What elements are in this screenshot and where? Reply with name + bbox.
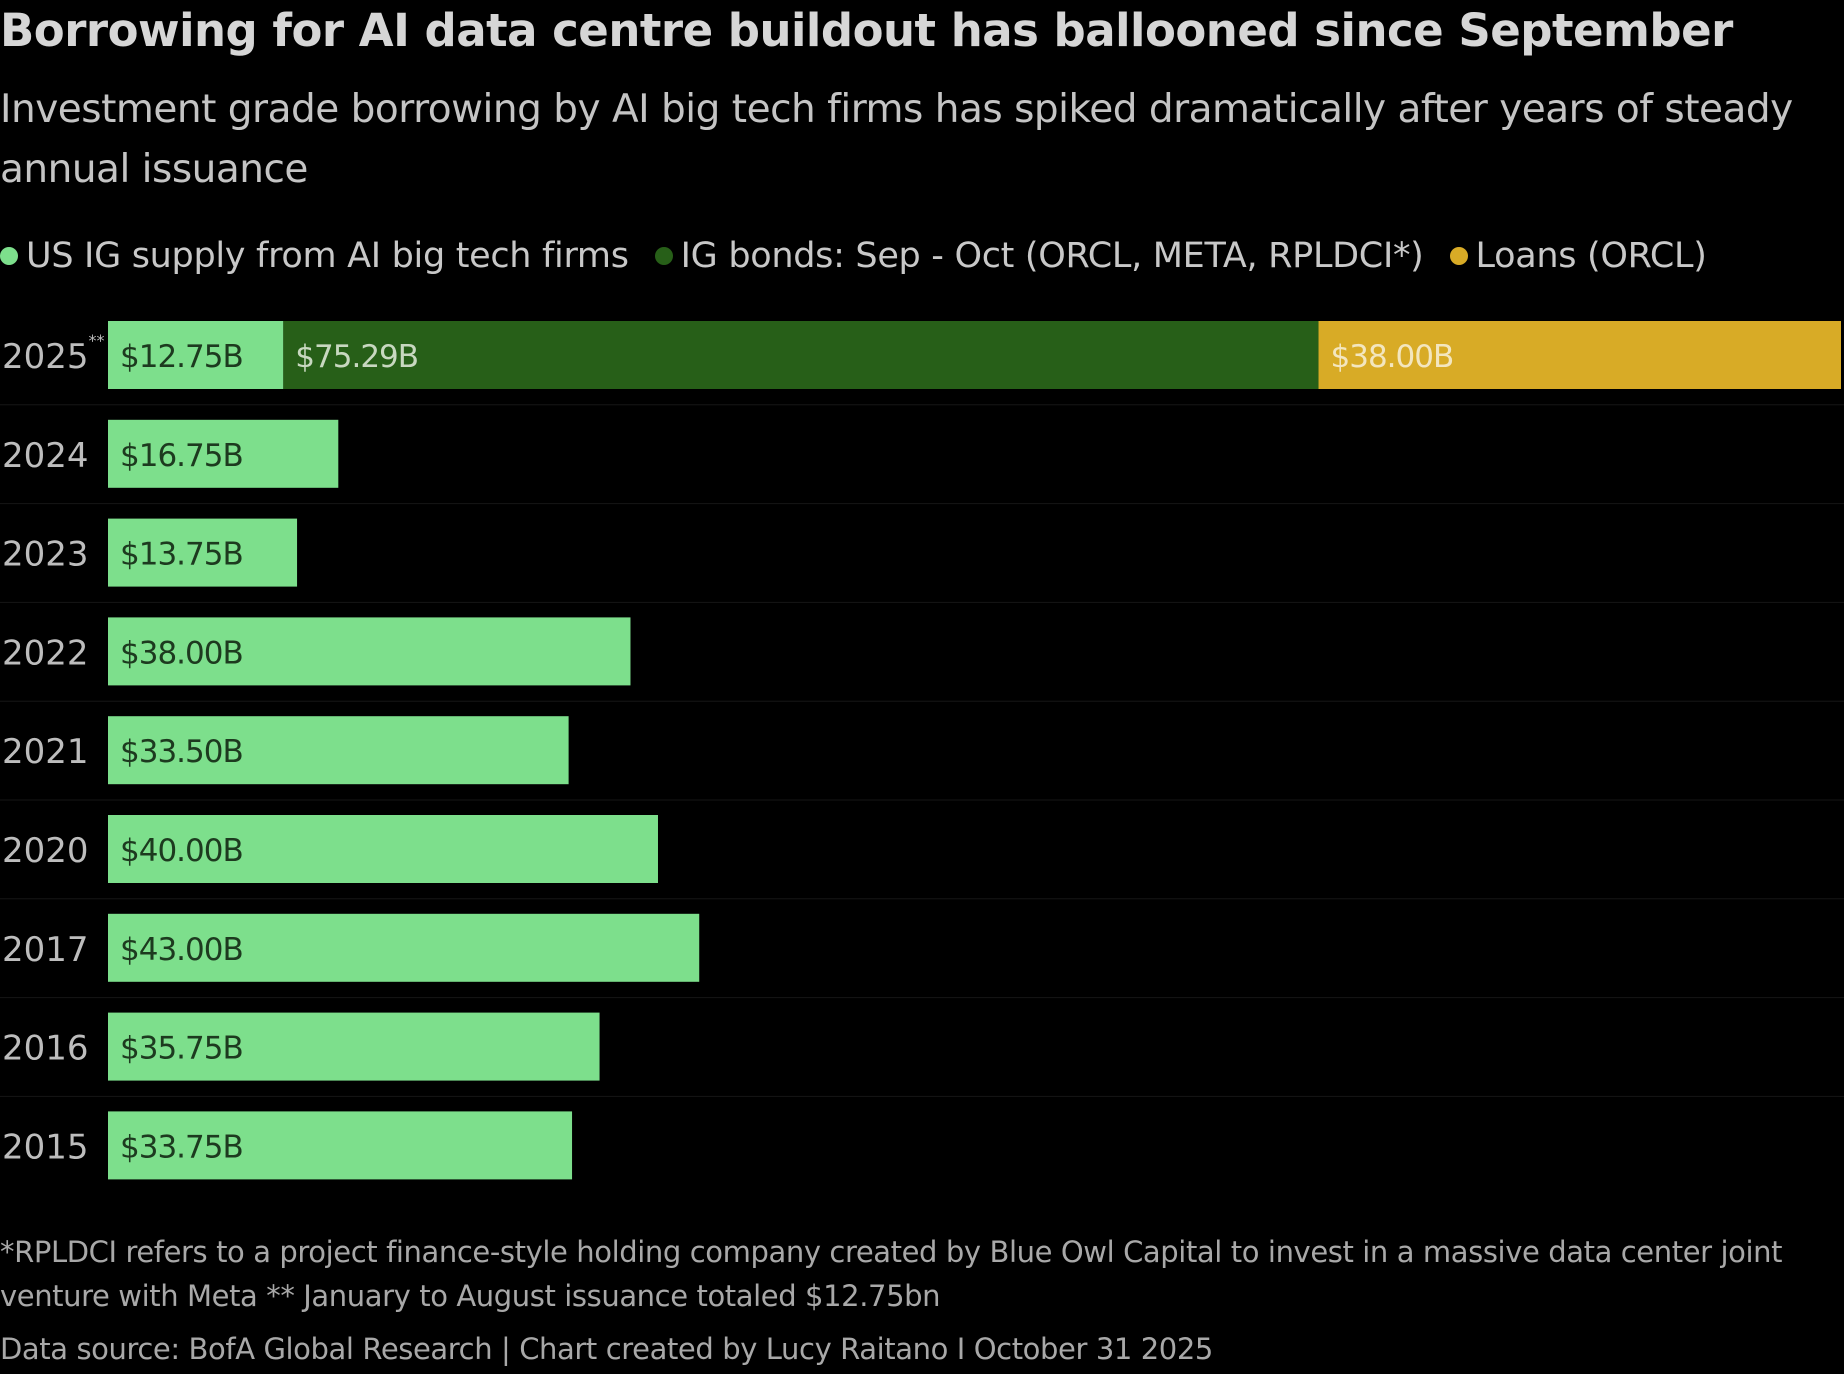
data-label: $16.75B [120,438,243,474]
data-label: $40.00B [120,833,243,869]
bar-segment [108,1111,573,1180]
bar-segment [108,617,631,686]
legend-label: US IG supply from AI big tech firms [26,236,629,276]
data-source: Data source: BofA Global Research | Char… [0,1332,1213,1366]
legend-dot-icon [1449,247,1468,265]
bar-segment [108,913,700,982]
category-label: 2015 [2,1127,89,1167]
data-label: $13.75B [120,537,243,573]
footnote-marker: ** [89,331,105,350]
legend-label: Loans (ORCL) [1475,236,1707,276]
category-label: 2022 [2,633,89,673]
bar-segment [108,321,284,389]
data-label: $38.00B [1331,339,1454,375]
legend-dot-icon [654,247,673,265]
data-label: $12.75B [120,339,243,375]
bar-segment [108,815,658,883]
legend-item-ig-bonds: IG bonds: Sep - Oct (ORCL, META, RPLDCI*… [654,236,1424,276]
bar-segment [108,716,569,785]
data-label: $33.75B [120,1129,243,1165]
bar-segment [1318,321,1841,389]
bar-segment [108,518,298,587]
category-label: 2016 [2,1029,89,1069]
data-label: $75.29B [295,339,418,375]
data-label: $43.00B [120,932,243,968]
data-label: $33.50B [120,734,243,770]
category-label: 2025** [2,331,105,377]
category-label: 2023 [2,535,89,575]
category-label: 2024 [2,436,89,476]
footnote: *RPLDCI refers to a project finance-styl… [0,1235,1783,1313]
category-label: 2020 [2,831,89,871]
data-label: $35.75B [120,1031,243,1067]
category-label: 2017 [2,930,89,970]
legend-item-loans: Loans (ORCL) [1449,236,1707,276]
legend-item-us-ig-supply: US IG supply from AI big tech firms [0,236,629,276]
bar-segment [108,419,339,488]
legend-label: IG bonds: Sep - Oct (ORCL, META, RPLDCI*… [680,236,1424,276]
bar-segment [283,321,1319,389]
category-label: 2021 [2,732,89,772]
bar-segment [108,1012,600,1081]
legend: US IG supply from AI big tech firms IG b… [0,236,1707,276]
data-label: $38.00B [120,635,243,671]
chart-title: Borrowing for AI data centre buildout ha… [0,4,1733,57]
legend-dot-icon [0,247,18,265]
chart-subtitle: Investment grade borrowing by AI big tec… [0,87,1793,192]
